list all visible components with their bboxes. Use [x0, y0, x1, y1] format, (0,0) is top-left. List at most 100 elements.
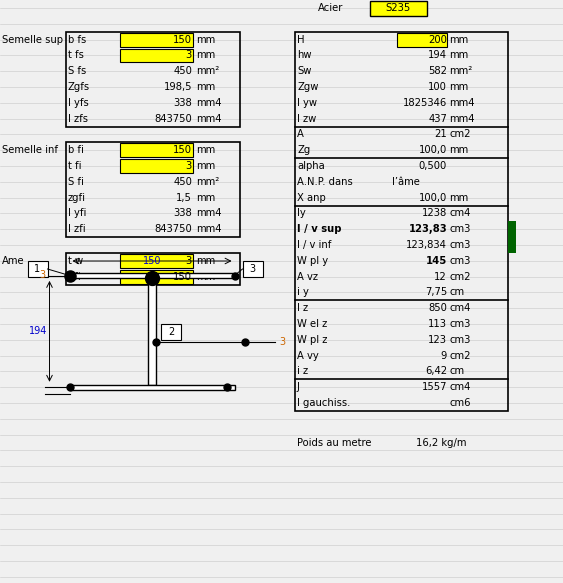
Text: A vy: A vy [297, 350, 319, 361]
Text: 3: 3 [186, 256, 192, 266]
Text: S235: S235 [386, 3, 410, 13]
Text: I yw: I yw [297, 98, 317, 108]
Text: cm2: cm2 [449, 272, 471, 282]
Text: mm²: mm² [196, 177, 219, 187]
Bar [397, 33, 447, 47]
Text: 3: 3 [186, 161, 192, 171]
Text: cm4: cm4 [449, 208, 470, 219]
Text: 150: 150 [143, 256, 161, 266]
Text: 145: 145 [426, 256, 447, 266]
Text: I yfs: I yfs [68, 98, 89, 108]
Text: 150: 150 [173, 145, 192, 155]
Text: Acier: Acier [318, 3, 343, 13]
Text: mm: mm [196, 192, 215, 203]
Text: 850: 850 [428, 303, 447, 313]
Text: 1238: 1238 [422, 208, 447, 219]
Text: mm: mm [196, 272, 215, 282]
Text: 113: 113 [428, 319, 447, 329]
Text: Zg: Zg [297, 145, 310, 155]
Text: zgfi: zgfi [68, 192, 86, 203]
Text: 123,834: 123,834 [406, 240, 447, 250]
Text: 123,83: 123,83 [408, 224, 447, 234]
Text: 3: 3 [279, 337, 285, 347]
Bar [370, 1, 427, 16]
Text: 100,0: 100,0 [419, 192, 447, 203]
Text: I / v inf: I / v inf [297, 240, 332, 250]
Text: cm: cm [449, 287, 464, 297]
Text: mm: mm [196, 256, 215, 266]
Bar [66, 142, 240, 237]
Text: mm4: mm4 [196, 114, 221, 124]
Text: mm: mm [449, 50, 468, 61]
Text: alpha: alpha [297, 161, 325, 171]
Text: 150: 150 [173, 272, 192, 282]
Text: Iy: Iy [297, 208, 306, 219]
Text: cm3: cm3 [449, 224, 470, 234]
Text: Zgw: Zgw [297, 82, 318, 92]
Text: I yfi: I yfi [68, 208, 86, 219]
Text: 2: 2 [168, 327, 174, 338]
Text: cm3: cm3 [449, 335, 470, 345]
Bar [120, 48, 193, 62]
Text: cm3: cm3 [449, 319, 470, 329]
Text: X anp: X anp [297, 192, 326, 203]
Text: mm: mm [196, 50, 215, 61]
Text: 150: 150 [173, 34, 192, 45]
Text: 338: 338 [173, 98, 192, 108]
Text: cm4: cm4 [449, 303, 470, 313]
Text: Semelle sup: Semelle sup [2, 34, 63, 45]
Text: 194: 194 [428, 50, 447, 61]
Text: J: J [297, 382, 300, 392]
Text: mm: mm [196, 82, 215, 92]
Text: cm6: cm6 [449, 398, 471, 408]
Text: 3: 3 [249, 264, 256, 274]
Text: mm²: mm² [196, 66, 219, 76]
Text: l’âme: l’âme [392, 177, 420, 187]
Text: Zgfs: Zgfs [68, 82, 90, 92]
Bar [28, 261, 47, 277]
Bar [66, 253, 240, 285]
Text: mm: mm [196, 34, 215, 45]
Text: t fs: t fs [68, 50, 84, 61]
Text: 12: 12 [434, 272, 447, 282]
Text: I zw: I zw [297, 114, 316, 124]
Bar [508, 222, 516, 253]
Text: Poids au metre: Poids au metre [297, 437, 372, 448]
Text: mm4: mm4 [449, 114, 475, 124]
Text: 1825346: 1825346 [403, 98, 447, 108]
Bar [66, 31, 240, 127]
Text: 843750: 843750 [154, 114, 192, 124]
Text: cm: cm [449, 366, 464, 377]
Text: I z: I z [297, 303, 308, 313]
Text: bfi: bfi [68, 272, 81, 282]
Text: 9: 9 [441, 350, 447, 361]
Text: mm4: mm4 [196, 98, 221, 108]
Bar [120, 270, 193, 283]
Text: S fi: S fi [68, 177, 84, 187]
Text: mm²: mm² [449, 66, 472, 76]
Text: mm: mm [196, 161, 215, 171]
Text: Semelle inf: Semelle inf [2, 145, 58, 155]
Text: t w: t w [68, 256, 83, 266]
Text: 7,75: 7,75 [425, 287, 447, 297]
Text: 100: 100 [428, 82, 447, 92]
Text: 582: 582 [428, 66, 447, 76]
Bar [69, 385, 235, 389]
Text: H: H [297, 34, 305, 45]
Bar [148, 278, 156, 385]
Text: W pl z: W pl z [297, 335, 327, 345]
Text: 100,0: 100,0 [419, 145, 447, 155]
Text: W pl y: W pl y [297, 256, 328, 266]
Text: A vz: A vz [297, 272, 318, 282]
Text: cm3: cm3 [449, 240, 470, 250]
Text: 0,500: 0,500 [419, 161, 447, 171]
Text: hw: hw [297, 50, 311, 61]
Text: 450: 450 [173, 177, 192, 187]
Text: 1557: 1557 [422, 382, 447, 392]
Text: 1,5: 1,5 [176, 192, 192, 203]
Text: b fi: b fi [68, 145, 84, 155]
Text: 338: 338 [173, 208, 192, 219]
Bar [243, 261, 262, 277]
Bar [120, 254, 193, 268]
Text: 123: 123 [428, 335, 447, 345]
